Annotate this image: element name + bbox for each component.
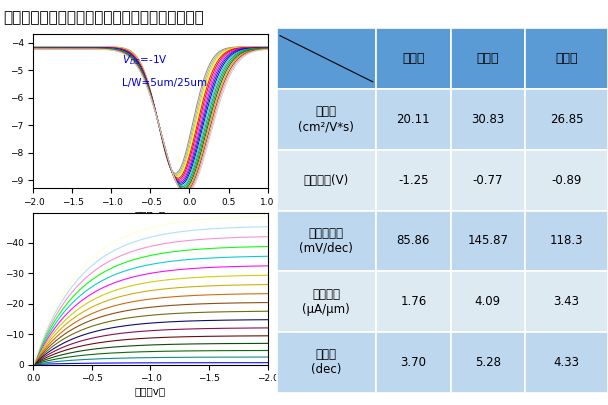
Bar (376, 89, 451, 150)
Text: 30.83: 30.83 (471, 113, 505, 126)
Bar (376, 332, 451, 393)
Text: 85.86: 85.86 (396, 234, 430, 247)
Text: 118.3: 118.3 (550, 234, 583, 247)
Text: L/W=5um/25um: L/W=5um/25um (122, 77, 207, 87)
X-axis label: 栅压（v）: 栅压（v） (135, 386, 166, 396)
Bar (376, 271, 451, 332)
Bar (451, 28, 525, 89)
X-axis label: 栅压（v）: 栅压（v） (135, 210, 166, 220)
Text: 5.28: 5.28 (475, 356, 501, 369)
Bar (277, 89, 376, 150)
Text: 最小值: 最小值 (402, 52, 424, 65)
Text: 开态电流
(μA/μm): 开态电流 (μA/μm) (302, 288, 350, 316)
Bar (376, 28, 451, 89)
Bar (525, 271, 608, 332)
Text: 20.11: 20.11 (396, 113, 430, 126)
Text: 晶圆级碳基集成电路标准化工艺器件电学测试成果: 晶圆级碳基集成电路标准化工艺器件电学测试成果 (3, 10, 204, 25)
Text: 最大值: 最大值 (477, 52, 499, 65)
Text: 3.43: 3.43 (553, 295, 579, 308)
Bar (277, 28, 376, 89)
Bar (525, 28, 608, 89)
Bar (525, 150, 608, 211)
Text: -0.77: -0.77 (472, 174, 503, 187)
Text: 亚阈值摊幅
(mV/dec): 亚阈值摊幅 (mV/dec) (299, 227, 353, 255)
Text: 迁移率
(cm²/V*s): 迁移率 (cm²/V*s) (299, 105, 354, 134)
Text: 阈值电压(V): 阈值电压(V) (304, 174, 349, 187)
Bar (525, 211, 608, 271)
Text: 1.76: 1.76 (400, 295, 426, 308)
Bar (525, 332, 608, 393)
Text: 平均值: 平均值 (555, 52, 578, 65)
Text: 4.09: 4.09 (475, 295, 501, 308)
Bar (451, 332, 525, 393)
Bar (277, 271, 376, 332)
Bar (451, 89, 525, 150)
Text: 4.33: 4.33 (553, 356, 579, 369)
Bar (525, 89, 608, 150)
Text: 26.85: 26.85 (550, 113, 583, 126)
Text: 开关比
(dec): 开关比 (dec) (311, 348, 342, 377)
Bar (451, 211, 525, 271)
Bar (376, 150, 451, 211)
Bar (277, 332, 376, 393)
Bar (277, 211, 376, 271)
Text: -0.89: -0.89 (551, 174, 582, 187)
Bar (451, 150, 525, 211)
Text: -1.25: -1.25 (398, 174, 429, 187)
Text: 3.70: 3.70 (400, 356, 426, 369)
Bar (376, 211, 451, 271)
Bar (277, 150, 376, 211)
Text: 145.87: 145.87 (468, 234, 508, 247)
Bar (451, 271, 525, 332)
Text: $V_{DS}$=-1V: $V_{DS}$=-1V (122, 53, 168, 67)
